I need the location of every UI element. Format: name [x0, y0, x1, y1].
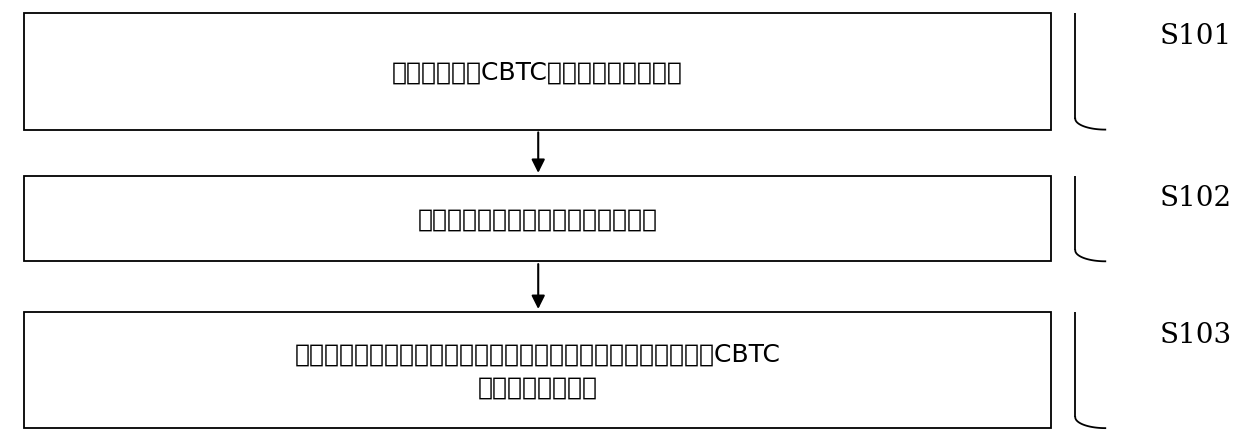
Text: S101: S101 — [1159, 23, 1231, 50]
Bar — [24, 177, 1052, 262]
Text: 构建互联互通CBTC系统的交叉测试平台: 构建互联互通CBTC系统的交叉测试平台 — [392, 60, 683, 84]
Text: 若满足测试入口条件，则通过所述交叉测试平台对所述互联互通CBTC
系统进行交叉测试: 若满足测试入口条件，则通过所述交叉测试平台对所述互联互通CBTC 系统进行交叉测… — [295, 342, 780, 399]
Text: S103: S103 — [1159, 321, 1231, 348]
Bar — [24, 312, 1052, 428]
Text: S102: S102 — [1159, 185, 1231, 212]
Bar — [24, 14, 1052, 131]
Text: 判断当前情况是否满足测试入口条件: 判断当前情况是否满足测试入口条件 — [418, 207, 657, 231]
